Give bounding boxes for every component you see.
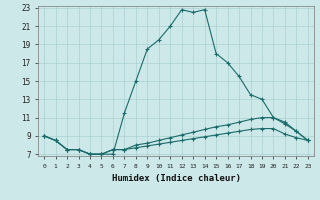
X-axis label: Humidex (Indice chaleur): Humidex (Indice chaleur) (111, 174, 241, 183)
